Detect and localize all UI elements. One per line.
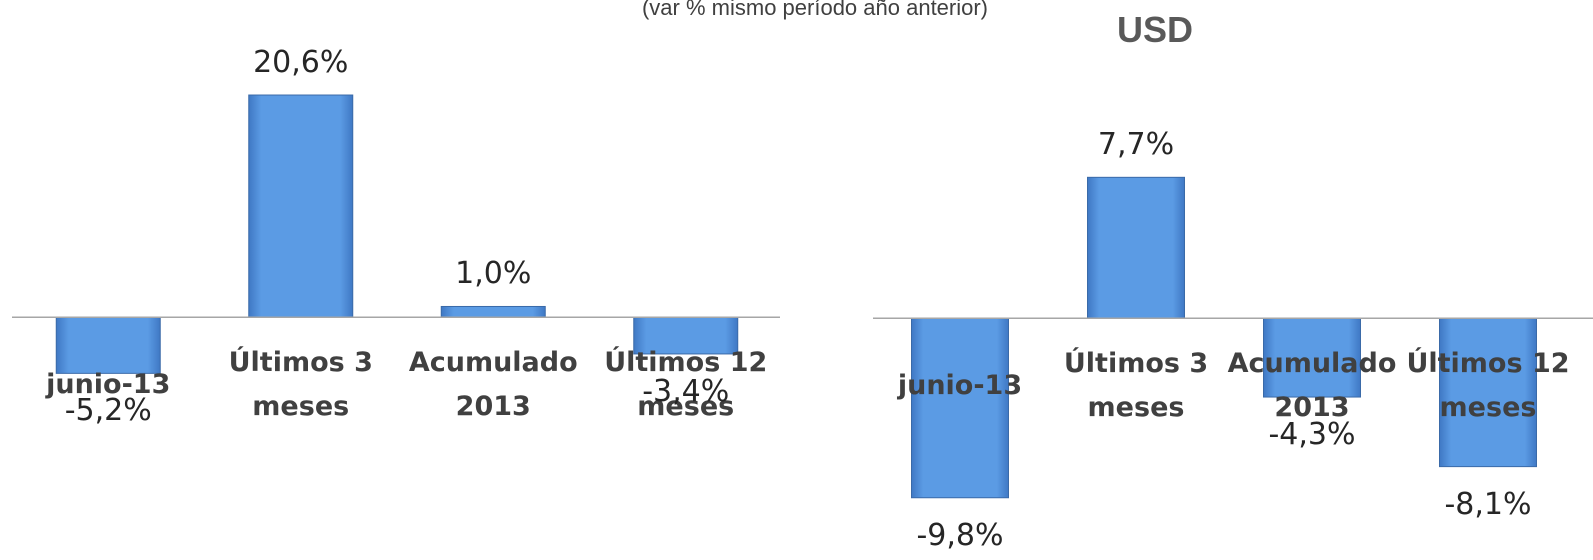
x-tick-label: Últimos 3 meses	[228, 347, 373, 423]
data-label: -3,4%	[642, 373, 730, 409]
data-label: -5,2%	[64, 393, 152, 429]
x-tick-label: Últimos 12 meses	[604, 347, 768, 423]
data-label: 20,6%	[253, 45, 349, 81]
chart-subtitle: (var % mismo período año anterior)	[641, 0, 989, 20]
chart-title: USD	[1116, 9, 1194, 50]
data-label: -4,3%	[1268, 417, 1356, 453]
data-label: -9,8%	[916, 517, 1004, 553]
bar	[248, 94, 354, 318]
bar	[911, 317, 1009, 499]
x-tick-label: Acumulado 2013	[1227, 348, 1397, 424]
x-tick-label: junio-13	[46, 369, 171, 401]
data-label: -8,1%	[1444, 486, 1532, 522]
x-tick-label: junio-13	[897, 370, 1023, 402]
bar	[440, 305, 546, 318]
bar	[1439, 317, 1537, 468]
bar	[633, 316, 739, 355]
bar	[1087, 176, 1185, 319]
data-label: 1,0%	[455, 256, 532, 292]
data-label: 7,7%	[1097, 127, 1175, 163]
x-tick-label: Acumulado 2013	[408, 347, 578, 423]
x-tick-label: Últimos 3 meses	[1063, 348, 1209, 424]
x-tick-label: Últimos 12 meses	[1406, 348, 1570, 424]
bar	[1263, 317, 1361, 398]
bar	[55, 316, 161, 374]
